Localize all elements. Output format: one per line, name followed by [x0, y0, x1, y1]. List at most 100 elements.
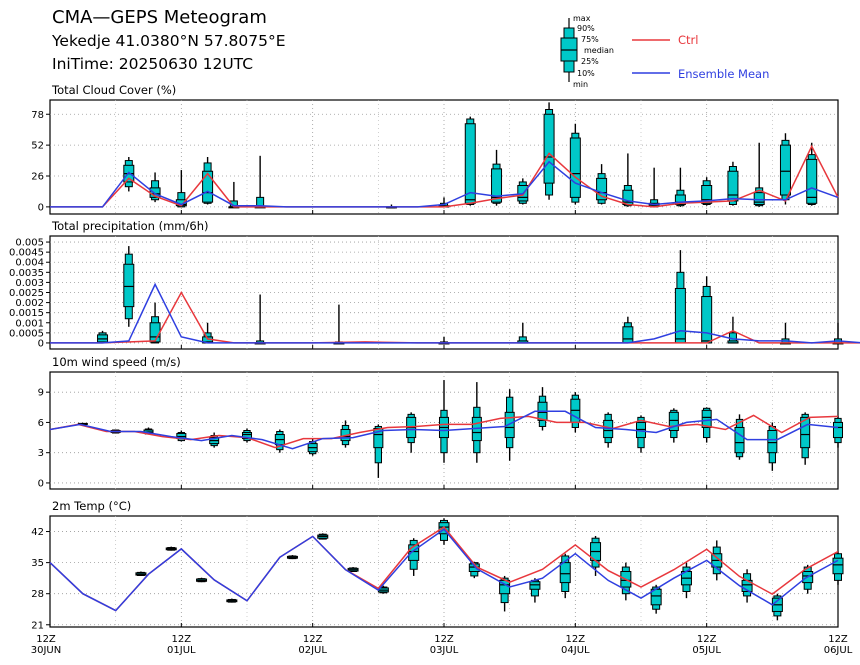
ensemble-box	[622, 316, 634, 344]
ensemble-box	[800, 412, 811, 465]
ensemble-box	[123, 246, 135, 327]
y-tick-label: 3	[38, 448, 44, 459]
y-tick-label: 0.0045	[9, 248, 44, 259]
ensemble-box	[741, 569, 753, 603]
ensemble-box	[543, 102, 555, 200]
box-p25-p75	[753, 192, 765, 205]
ctrl-line	[50, 144, 839, 208]
ensemble-box	[832, 416, 844, 448]
ensemble-box	[274, 429, 285, 453]
box-p25-p75	[701, 409, 712, 428]
y-tick-label: 0	[38, 202, 44, 213]
y-tick-label: 0	[38, 478, 44, 489]
legend-label-p90: 90%	[577, 24, 595, 33]
legend-label-p75: 75%	[581, 35, 599, 44]
ensemble-box	[406, 412, 417, 453]
x-tick-date: 04JUL	[561, 645, 590, 656]
x-tick-hour: 12Z	[828, 634, 848, 645]
ensemble-box	[347, 567, 359, 572]
box-p25-p75	[504, 411, 515, 439]
box-p25-p75	[491, 168, 503, 203]
x-tick-hour: 12Z	[697, 634, 717, 645]
box-p25-p75	[806, 158, 818, 204]
box-p25-p75	[569, 137, 581, 198]
ensemble-box	[149, 302, 161, 344]
ensemble-box	[254, 294, 266, 345]
y-tick-label: 0.002	[15, 298, 44, 309]
box-p25-p75	[701, 296, 713, 344]
y-tick-label: 0.003	[15, 278, 44, 289]
legend-label-min: min	[573, 80, 588, 89]
init-time-label: IniTime: 20250630 12UTC	[52, 55, 253, 73]
x-tick-hour: 12Z	[566, 634, 586, 645]
ensemble-box	[226, 598, 238, 603]
ensemble-box	[135, 571, 147, 576]
y-tick-label: 0.0025	[9, 288, 44, 299]
panels: Total Cloud Cover (%) 0 26 52 78 Total precip…	[9, 83, 860, 631]
y-tick-label: 9	[38, 388, 44, 399]
ensemble-box	[123, 157, 135, 192]
ensemble-box	[680, 562, 692, 599]
y-tick-label: 0.0035	[9, 268, 44, 279]
ensemble-mean-line	[49, 528, 839, 612]
ensemble-box	[317, 533, 329, 540]
x-tick-date: 06JUL	[824, 645, 853, 656]
legend-label-p25: 25%	[581, 57, 599, 66]
x-tick-date: 03JUL	[430, 645, 459, 656]
x-tick-hour: 12Z	[36, 634, 56, 645]
ensemble-box	[622, 153, 634, 207]
ensemble-box	[832, 551, 844, 585]
ensemble-box	[254, 155, 266, 209]
box-p25-p75	[202, 170, 214, 203]
ensemble-box	[753, 142, 765, 207]
x-tick-date: 02JUL	[298, 645, 327, 656]
ensemble-box	[438, 380, 450, 463]
ensemble-box	[408, 538, 420, 576]
ensemble-box	[767, 422, 778, 471]
ensemble-box	[504, 389, 515, 461]
legend-label-max: max	[573, 14, 591, 23]
ensemble-box	[570, 392, 581, 433]
ensemble-box	[569, 123, 581, 205]
x-tick-hour: 12Z	[172, 634, 192, 645]
box-p25-p75	[149, 322, 161, 343]
y-tick-label: 78	[31, 110, 44, 121]
ensemble-box	[603, 412, 614, 448]
box-p25-p75	[832, 557, 844, 575]
x-tick-hour: 12Z	[303, 634, 323, 645]
y-tick-label: 52	[31, 141, 44, 152]
ensemble-box	[529, 578, 541, 603]
box-p25-p75	[779, 144, 791, 196]
panel-title: 10m wind speed (m/s)	[52, 355, 181, 369]
panel-title: Total Cloud Cover (%)	[51, 83, 176, 97]
panel-1: Total Cloud Cover (%) 0 26 52 78	[31, 83, 839, 215]
box-p25-p75	[674, 194, 686, 205]
legend: max 90% 75% median 25% 10% min Ctrl Ense…	[560, 14, 769, 89]
ensemble-box	[196, 577, 208, 583]
y-tick-label: 42	[31, 527, 44, 538]
ensemble-box	[537, 387, 548, 431]
box-p25-p75	[596, 177, 608, 201]
box-p25-p75	[727, 170, 739, 202]
ensemble-box	[674, 250, 686, 344]
box-p25-p75	[701, 185, 713, 204]
y-tick-label: 0.0015	[9, 308, 44, 319]
box-p25-p75	[734, 426, 745, 454]
ensemble-box	[202, 157, 214, 205]
time-axis: 12Z30JUN12Z01JUL12Z02JUL12Z03JUL12Z04JUL…	[31, 634, 853, 656]
legend-label-p10: 10%	[577, 69, 595, 78]
x-tick-hour: 12Z	[434, 634, 454, 645]
legend-mean-label: Ensemble Mean	[678, 67, 769, 81]
y-tick-label: 28	[31, 589, 44, 600]
ensemble-box	[491, 149, 503, 206]
legend-label-median: median	[584, 46, 614, 55]
y-tick-label: 0.0005	[9, 328, 44, 339]
ensemble-mean-line	[50, 160, 839, 208]
ensemble-box	[517, 178, 529, 205]
ensemble-box	[209, 432, 220, 448]
ensemble-box	[97, 330, 109, 344]
x-tick-date: 05JUL	[692, 645, 721, 656]
ensemble-box	[499, 575, 511, 612]
box-p25-p75	[668, 411, 679, 431]
